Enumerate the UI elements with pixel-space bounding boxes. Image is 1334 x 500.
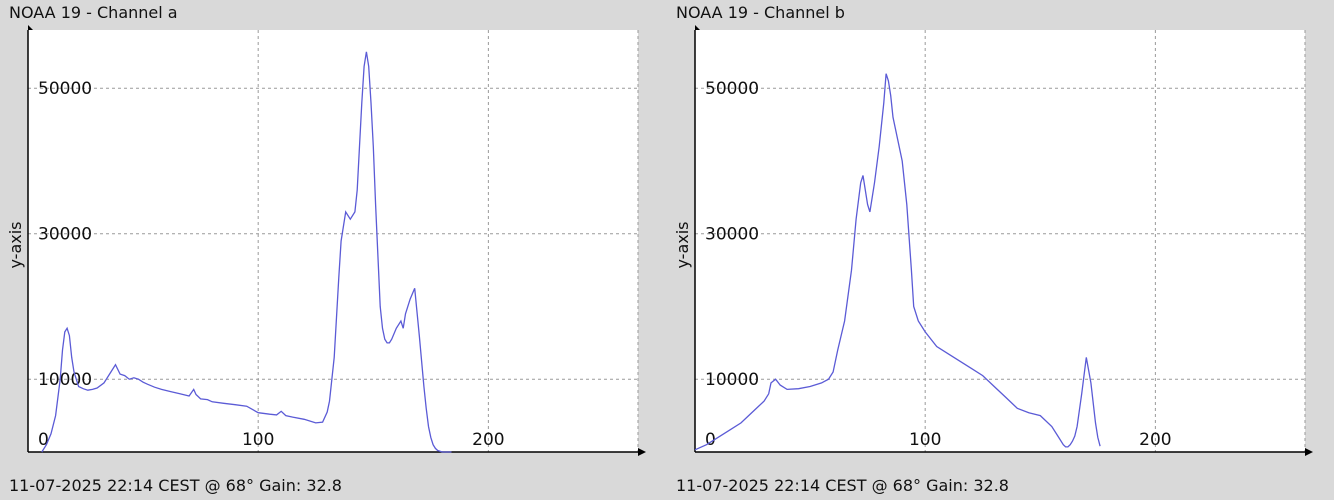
series-line <box>694 73 1101 451</box>
x-tick-label: 0 <box>705 430 716 450</box>
y-axis-label: y-axis <box>6 221 25 268</box>
chart-footer: 11-07-2025 22:14 CEST @ 68° Gain: 32.8 <box>676 476 1009 495</box>
chart-title: NOAA 19 - Channel a <box>9 3 178 22</box>
x-axis-arrow <box>1305 448 1313 456</box>
x-tick-label: 200 <box>472 430 504 450</box>
y-tick-label: 10000 <box>705 370 759 390</box>
y-axis-label: y-axis <box>673 221 692 268</box>
chart-panel-channel-a: NOAA 19 - Channel a 0 100 200 10000 30000 500… <box>0 0 660 500</box>
chart-title: NOAA 19 - Channel b <box>676 3 845 22</box>
x-tick-label: 200 <box>1139 430 1171 450</box>
chart-panel-channel-b: NOAA 19 - Channel b 0 100 200 10000 30000 500… <box>667 0 1327 500</box>
y-tick-label: 50000 <box>38 79 92 99</box>
x-tick-label: 100 <box>909 430 941 450</box>
y-tick-label: 50000 <box>705 79 759 99</box>
chart-plot-channel-b: 0 100 200 10000 30000 50000 y-axis <box>673 25 1313 456</box>
x-tick-label: 0 <box>38 430 49 450</box>
y-tick-label: 30000 <box>705 225 759 245</box>
y-tick-label: 10000 <box>38 370 92 390</box>
chart-plot-channel-a: 0 100 200 10000 30000 50000 y-axis <box>6 25 646 456</box>
x-tick-label: 100 <box>242 430 274 450</box>
y-axis-arrow <box>28 25 33 30</box>
x-axis-arrow <box>638 448 646 456</box>
series-line <box>41 51 452 453</box>
plot-area <box>28 30 638 452</box>
chart-footer: 11-07-2025 22:14 CEST @ 68° Gain: 32.8 <box>9 476 342 495</box>
y-axis-arrow <box>695 25 700 30</box>
y-tick-label: 30000 <box>38 225 92 245</box>
plot-area <box>695 30 1305 452</box>
